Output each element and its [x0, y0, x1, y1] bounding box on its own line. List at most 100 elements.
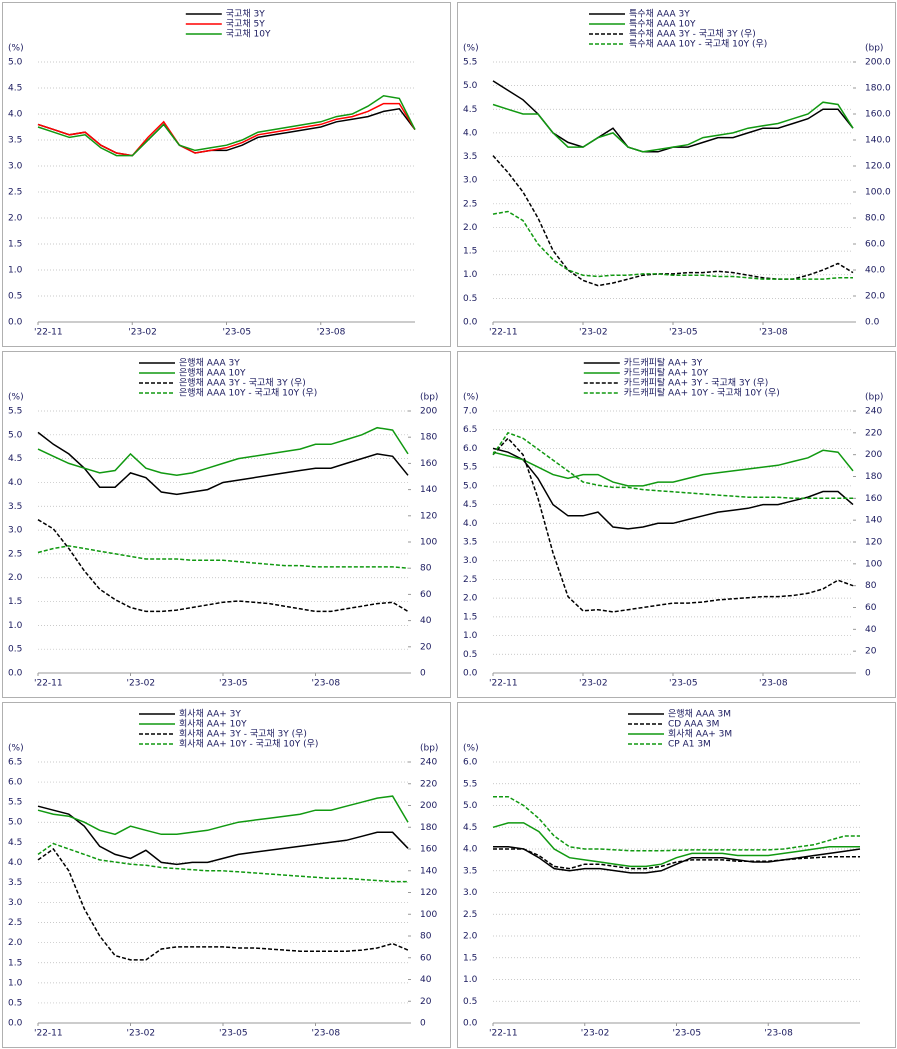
y-tick-label: 1.5	[463, 247, 477, 257]
y-tick-label: 2.0	[8, 214, 23, 224]
y2-tick-label: 140	[865, 516, 882, 526]
y-tick-label: 1.0	[463, 631, 478, 641]
y-tick-label: 1.5	[8, 958, 22, 968]
y-axis-label: (%)	[8, 393, 24, 403]
y-tick-label: 0.0	[8, 1019, 23, 1029]
y-tick-label: 2.5	[8, 188, 22, 198]
panel-frame	[2, 351, 451, 698]
y-axis-label: (%)	[8, 744, 24, 754]
series-line	[37, 842, 408, 883]
y2-axis-label: (bp)	[865, 393, 883, 403]
legend-label: CP A1 3M	[668, 740, 711, 750]
legend-label: 특수채 AAA 3Y	[629, 9, 690, 20]
y-tick-label: 5.5	[463, 779, 477, 789]
series-line	[37, 431, 409, 496]
y-axis-label: (%)	[463, 393, 479, 403]
legend-label: 은행채 AAA 3M	[668, 708, 731, 720]
series-line	[493, 846, 861, 874]
y-tick-label: 5.5	[463, 58, 477, 68]
chart-panel: 0.0 0.5 1.0 1.5 2.0 2.5 3.0 3.5 4.0 4.5 5.0 5.5 6.0 6…	[457, 351, 896, 698]
legend-label: 회사채 AA+ 3M	[668, 729, 732, 740]
series-line	[492, 822, 860, 868]
y-tick-label: 6.0	[463, 444, 478, 454]
y2-tick-label: 60	[420, 953, 432, 963]
panel-frame	[457, 2, 896, 347]
x-tick-label: '22-11	[489, 328, 518, 338]
y2-tick-label: 0.0	[865, 318, 880, 328]
series-line	[37, 95, 416, 157]
y2-tick-label: 20	[420, 642, 432, 652]
y-tick-label: 6.0	[463, 758, 478, 768]
chart-panel: 0.0 0.5 1.0 1.5 2.0 2.5 3.0 3.5 4.0 4.5 5.0 5.5 6.0 (…	[457, 702, 896, 1048]
y-tick-label: 4.5	[463, 500, 477, 510]
y2-tick-label: 120	[420, 888, 437, 898]
x-tick-label: '23-05	[219, 679, 248, 689]
series-line	[492, 431, 853, 500]
y-tick-label: 2.5	[8, 549, 22, 559]
y2-tick-label: 80	[420, 564, 432, 574]
x-tick-label: '23-02	[128, 328, 157, 338]
y-tick-label: 3.0	[8, 526, 23, 536]
y-tick-label: 0.5	[8, 645, 22, 655]
y2-tick-label: 200	[865, 450, 882, 460]
y2-tick-label: 80	[865, 581, 877, 591]
y-tick-label: 5.5	[8, 798, 22, 808]
x-tick-label: '23-08	[317, 328, 346, 338]
y-tick-label: 5.0	[463, 801, 478, 811]
x-tick-label: '23-05	[219, 1029, 248, 1039]
series-line	[492, 101, 854, 153]
y-tick-label: 2.5	[463, 199, 477, 209]
x-tick-label: '23-02	[127, 679, 156, 689]
y2-tick-label: 100	[865, 559, 882, 569]
y2-tick-label: 200	[420, 407, 437, 417]
y2-tick-label: 180	[420, 433, 437, 443]
y-tick-label: 1.5	[463, 953, 477, 963]
y-tick-label: 0.0	[463, 1019, 478, 1029]
panel-frame	[2, 2, 451, 347]
y2-tick-label: 140	[420, 485, 437, 495]
y-tick-label: 3.5	[463, 538, 477, 548]
legend-label: 국고채 3Y	[226, 9, 265, 20]
y-tick-label: 4.0	[463, 845, 478, 855]
x-tick-label: '22-11	[489, 1029, 518, 1039]
legend-label: 은행채 AAA 3Y - 국고채 3Y (우)	[179, 377, 306, 389]
legend-label: 회사채 AA+ 10Y - 국고채 10Y (우)	[179, 739, 318, 750]
y2-tick-label: 180.0	[865, 84, 891, 94]
y-tick-label: 3.0	[463, 176, 478, 186]
series-line	[37, 426, 409, 477]
legend-label: 카드캐피탈 AA+ 10Y - 국고채 10Y (우)	[624, 388, 780, 399]
y-tick-label: 4.0	[463, 128, 478, 138]
y2-tick-label: 40.0	[865, 266, 885, 276]
y2-tick-label: 140	[420, 866, 437, 876]
y-tick-label: 0.0	[8, 318, 23, 328]
series-line	[37, 519, 409, 613]
y-axis-label: (%)	[8, 44, 24, 54]
series-line	[492, 449, 854, 487]
legend-label: 은행채 AAA 10Y	[179, 367, 246, 379]
y-tick-label: 5.0	[8, 430, 23, 440]
legend-label: 회사채 AA+ 10Y	[179, 719, 247, 730]
y-tick-label: 2.0	[8, 573, 23, 583]
legend-label: 국고채 5Y	[226, 19, 265, 30]
y-tick-label: 0.5	[8, 998, 22, 1008]
series-line	[493, 848, 860, 870]
y-tick-label: 2.5	[463, 575, 477, 585]
y2-tick-label: 240	[420, 758, 437, 768]
panel-frame	[457, 702, 896, 1048]
y-tick-label: 5.0	[463, 481, 478, 491]
series-line	[493, 796, 860, 852]
y-tick-label: 3.5	[8, 878, 22, 888]
y-tick-label: 3.0	[463, 556, 478, 566]
y-tick-label: 1.5	[8, 240, 22, 250]
y2-tick-label: 160	[420, 459, 437, 469]
y-tick-label: 4.5	[463, 823, 477, 833]
series-line	[37, 847, 409, 961]
x-tick-label: '23-02	[579, 328, 608, 338]
y-tick-label: 4.5	[8, 454, 22, 464]
chart-panel: 0.0 0.5 1.0 1.5 2.0 2.5 3.0 3.5 4.0 4.5 5.0 5.5 6.0 6…	[2, 702, 451, 1048]
series-line	[492, 210, 853, 280]
y2-tick-label: 200	[420, 801, 437, 811]
y2-tick-label: 20	[420, 997, 432, 1007]
y-tick-label: 5.5	[8, 407, 22, 417]
